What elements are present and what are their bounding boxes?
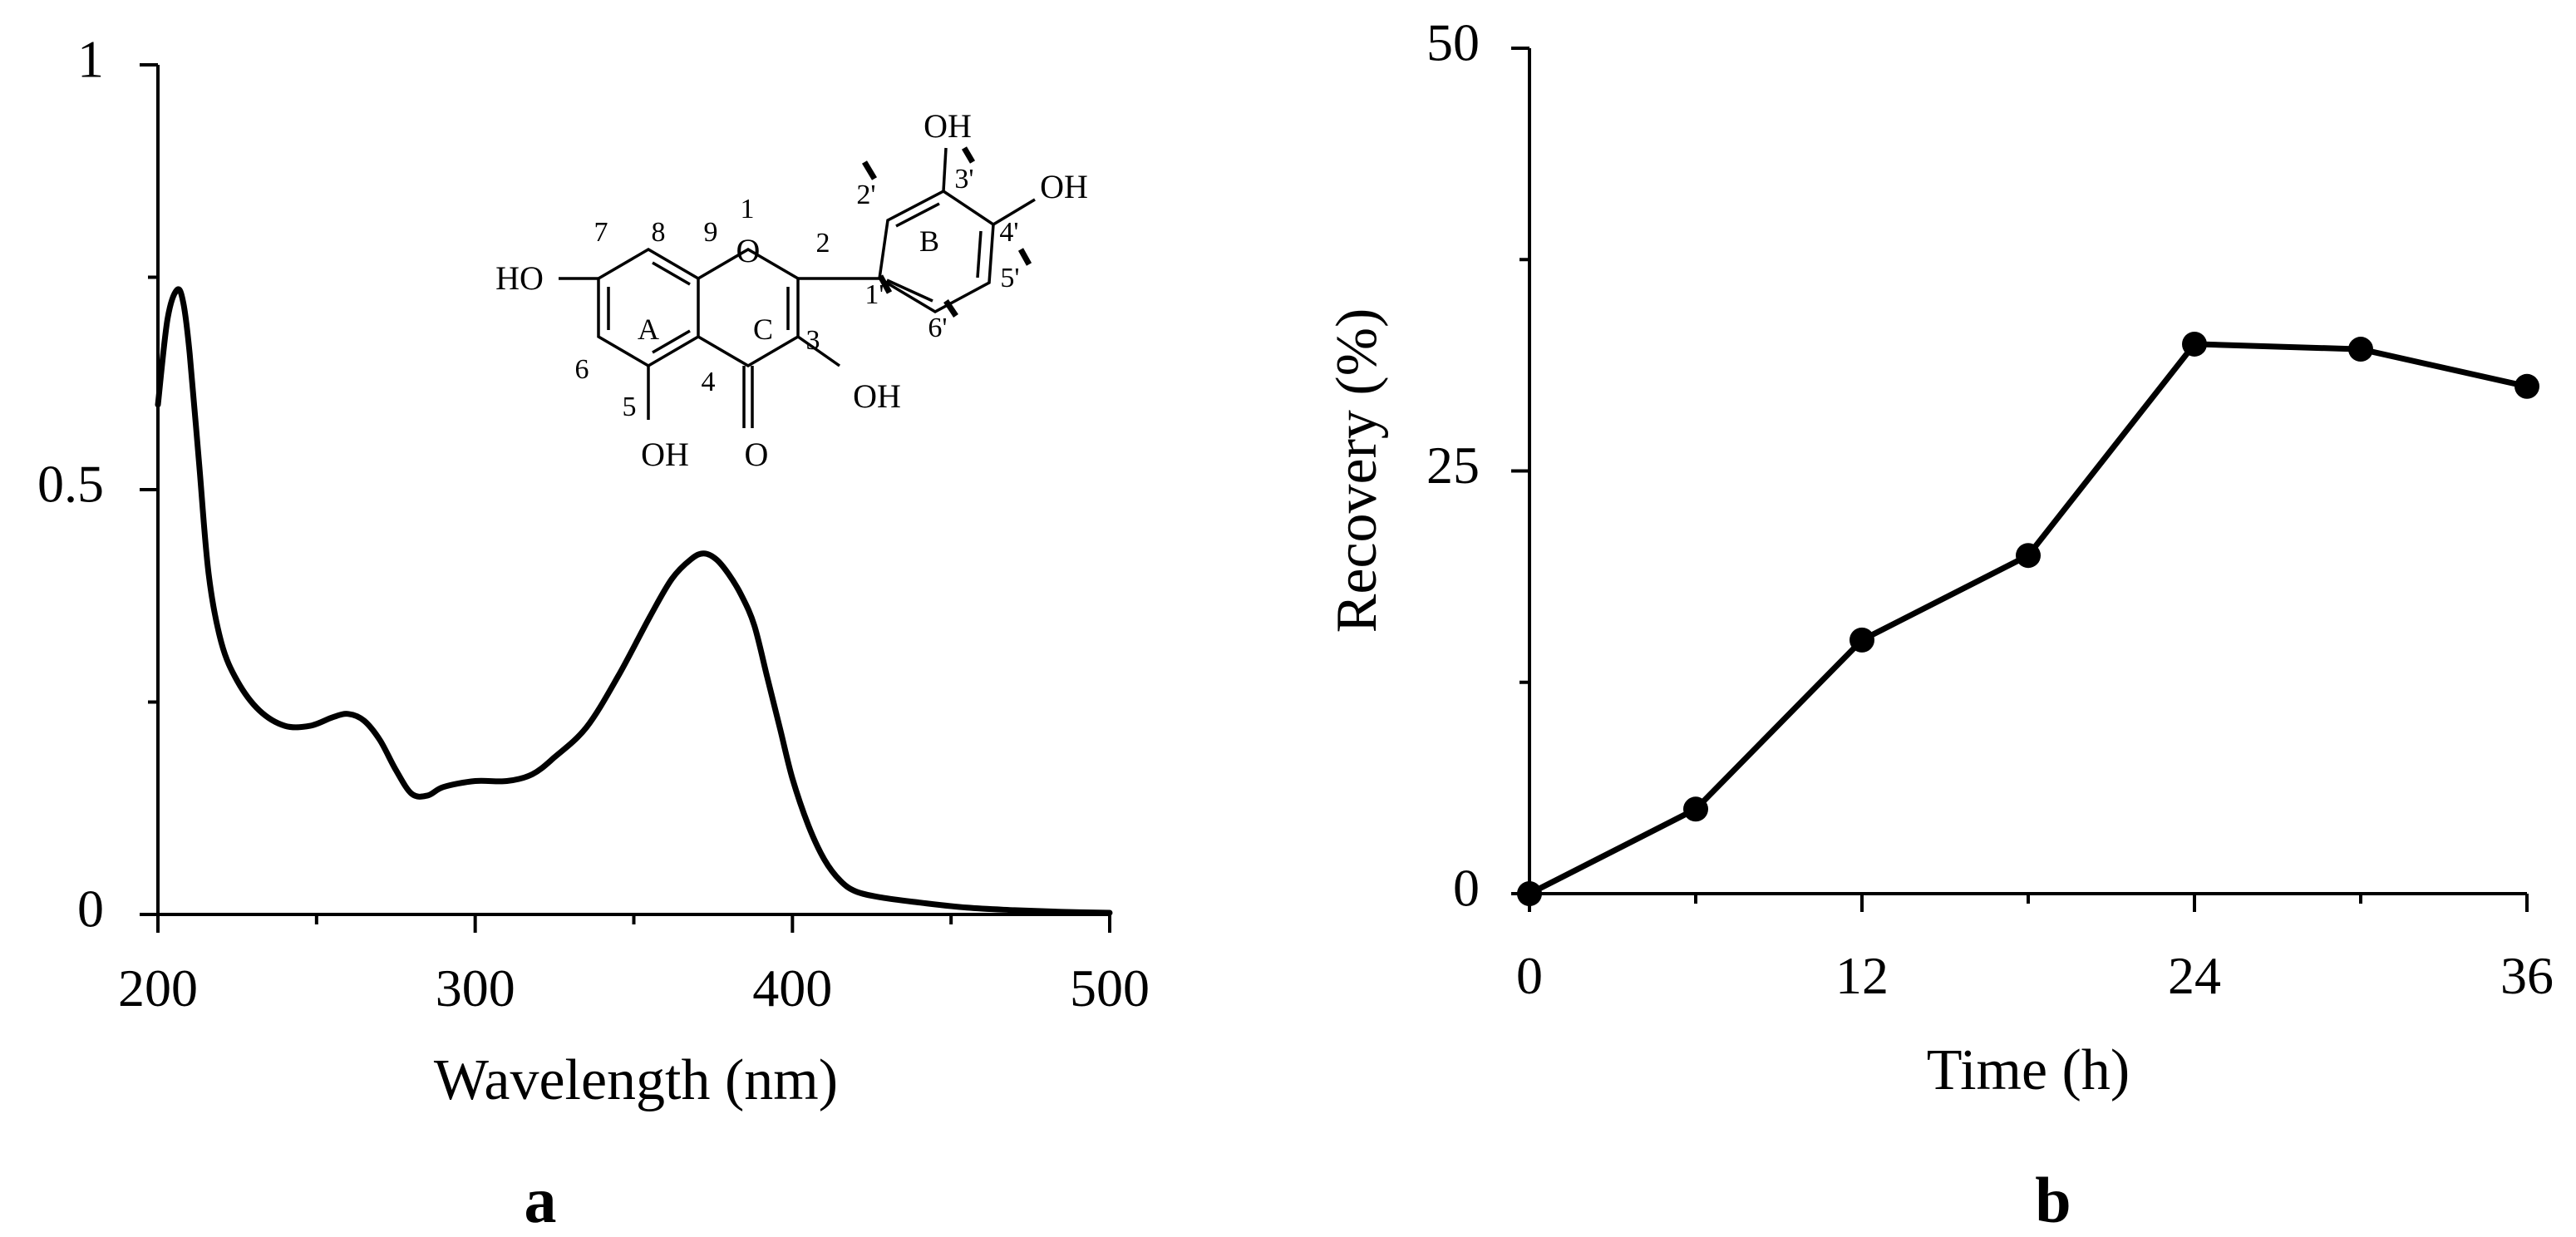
panel-b-x-tick-label: 12 bbox=[1835, 946, 1889, 1005]
atom-number: 3' bbox=[954, 164, 973, 195]
hash-mark bbox=[861, 160, 878, 180]
atom-number: 2 bbox=[816, 228, 830, 259]
panel-b-y-tick-label: 50 bbox=[1426, 13, 1480, 72]
panel-b-data-point bbox=[2182, 331, 2207, 357]
atom-number: 5 bbox=[623, 392, 637, 422]
atom-label-ho: HO bbox=[495, 259, 544, 297]
panel-a-y-tick-label: 0.5 bbox=[37, 455, 104, 514]
c3-oh-bond bbox=[796, 335, 841, 367]
atom-number: 3 bbox=[806, 325, 820, 356]
ring-a-double-bond bbox=[652, 261, 691, 286]
panel-a-y-tick-label: 1 bbox=[77, 30, 104, 89]
ring-c-bonds bbox=[697, 247, 800, 368]
c4prime-oh-bond bbox=[992, 198, 1036, 226]
ring-label: B bbox=[919, 224, 939, 258]
molecule-structure bbox=[559, 146, 1036, 428]
ring-a-bonds bbox=[597, 247, 700, 368]
hash-mark bbox=[961, 146, 976, 164]
panel-a-x-tick-label: 400 bbox=[752, 959, 832, 1018]
panel-b-chart: 0 25 50 0 12 24 36 Time (h) Recovery (%)… bbox=[1325, 13, 2554, 1236]
atom-label-oh: OH bbox=[853, 377, 901, 415]
panel-a-series-line bbox=[155, 286, 1113, 916]
panel-b-data-point bbox=[2348, 337, 2373, 362]
atom-number: 4' bbox=[999, 217, 1018, 248]
ring-b-double-bond bbox=[886, 278, 933, 303]
panel-b-x-tick-label: 0 bbox=[1516, 946, 1543, 1005]
panel-b-ticks bbox=[1511, 47, 2529, 912]
panel-a-ticks bbox=[140, 63, 1111, 933]
panel-a-x-axis-title: Wavelength (nm) bbox=[434, 1048, 838, 1112]
hash-mark bbox=[877, 274, 893, 294]
atom-number: 7 bbox=[594, 217, 608, 248]
hash-mark bbox=[1017, 248, 1032, 266]
atom-label-oh: OH bbox=[924, 107, 972, 145]
atom-label-o: O bbox=[745, 436, 769, 473]
panel-a-chart: 0 0.5 1 200 300 400 500 Wavelength (nm) … bbox=[37, 30, 1150, 1236]
panel-b-data-point bbox=[1849, 627, 1874, 653]
panel-b-y-axis-title: Recovery (%) bbox=[1325, 308, 1389, 633]
ring-label: A bbox=[638, 313, 659, 346]
atom-label-o: O bbox=[736, 232, 761, 269]
panel-a-x-tick-label: 300 bbox=[436, 959, 515, 1018]
atom-number: 9 bbox=[704, 217, 718, 248]
ring-b-double-bond bbox=[895, 202, 940, 228]
panel-b-series-line bbox=[1528, 341, 2528, 897]
panel-b-x-axis-title: Time (h) bbox=[1927, 1038, 2130, 1102]
panel-b-data-point bbox=[1683, 796, 1708, 822]
panel-a-label: a bbox=[525, 1164, 557, 1236]
panel-a-y-tick-label: 0 bbox=[77, 880, 104, 939]
atom-label-oh: OH bbox=[641, 436, 689, 473]
panel-a-x-tick-label: 200 bbox=[118, 959, 198, 1018]
panel-b-data-point bbox=[2016, 543, 2041, 569]
panel-b-data-point bbox=[1517, 881, 1542, 906]
atom-number: 8 bbox=[652, 217, 666, 248]
ring-a-double-bond bbox=[652, 329, 691, 354]
atom-number: 2' bbox=[856, 180, 875, 210]
panel-a-x-tick-label: 500 bbox=[1070, 959, 1150, 1018]
ring-label: C bbox=[753, 313, 773, 346]
c3prime-oh-bond bbox=[942, 147, 948, 192]
panel-b-label: b bbox=[2035, 1164, 2071, 1236]
atom-number: 6' bbox=[928, 313, 947, 343]
ring-b-double-bond bbox=[976, 230, 983, 278]
panel-b-markers bbox=[1517, 331, 2539, 906]
panel-b-y-tick-label: 25 bbox=[1426, 436, 1480, 495]
atom-number: 5' bbox=[1000, 263, 1019, 293]
atom-label-oh: OH bbox=[1040, 168, 1088, 205]
panel-b-data-point bbox=[2514, 373, 2539, 399]
atom-number: 6 bbox=[575, 354, 589, 385]
panel-b-y-tick-label: 0 bbox=[1453, 859, 1480, 918]
atom-number: 4 bbox=[702, 367, 716, 397]
panel-b-x-tick-label: 36 bbox=[2500, 946, 2554, 1005]
hash-mark bbox=[943, 299, 958, 318]
atom-number: 1 bbox=[741, 194, 755, 224]
atom-number: 1' bbox=[864, 279, 884, 310]
panel-b-x-tick-label: 24 bbox=[2168, 946, 2221, 1005]
